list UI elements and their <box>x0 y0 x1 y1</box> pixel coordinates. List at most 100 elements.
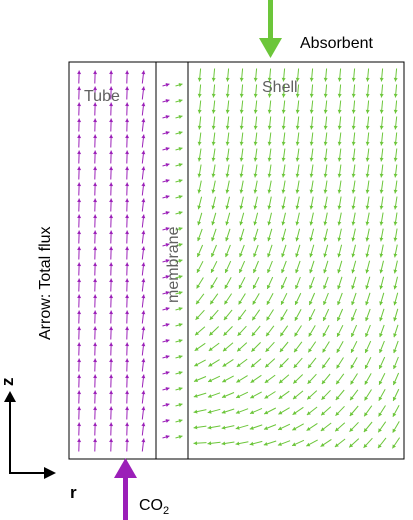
shell-flux-arrow <box>309 196 314 210</box>
shell-flux-arrow <box>252 293 260 305</box>
tube-flux-arrow <box>125 198 130 212</box>
shell-flux-arrow <box>337 132 342 146</box>
tube-flux-arrow <box>93 294 98 308</box>
shell-flux-arrow <box>197 164 202 178</box>
tube-flux-arrow <box>77 102 82 116</box>
co2-subscript: 2 <box>163 505 169 517</box>
shell-flux-arrow <box>393 292 399 306</box>
tube-flux-arrow <box>109 422 114 436</box>
shell-flux-arrow <box>364 389 372 401</box>
tube-flux-arrow <box>77 86 82 100</box>
tube-flux-arrow <box>125 278 130 292</box>
shell-flux-arrow <box>267 84 272 98</box>
shell-flux-arrow <box>224 260 232 274</box>
membrane-flux-arrow <box>175 259 183 263</box>
tube-flux-arrow <box>141 150 146 164</box>
shell-flux-arrow <box>337 84 342 98</box>
tube-flux-arrow <box>77 422 82 436</box>
shell-flux-arrow <box>207 375 221 383</box>
shell-flux-arrow <box>281 100 286 114</box>
shell-flux-arrow <box>393 148 398 162</box>
shell-flux-arrow <box>351 84 356 98</box>
shell-flux-arrow <box>207 392 221 398</box>
shell-flux-arrow <box>253 164 258 178</box>
shell-flux-arrow <box>393 100 398 114</box>
shell-flux-arrow <box>351 100 356 114</box>
membrane-flux-arrow <box>162 275 170 279</box>
shell-flux-arrow <box>393 244 398 258</box>
shell-flux-arrow <box>306 390 318 400</box>
shell-flux-arrow <box>379 308 385 322</box>
tube-flux-arrow <box>93 102 98 116</box>
shell-flux-arrow <box>295 196 300 210</box>
tube-flux-arrow <box>77 166 82 180</box>
shell-flux-arrow <box>292 390 304 400</box>
membrane-flux-arrow <box>175 243 183 247</box>
shell-flux-arrow <box>197 68 202 82</box>
shell-flux-arrow <box>239 132 244 146</box>
shell-flux-arrow <box>322 308 330 322</box>
shell-flux-arrow <box>336 341 344 353</box>
tube-flux-arrow <box>125 118 130 132</box>
tube-flux-arrow <box>93 230 98 244</box>
shell-flux-arrow <box>278 407 290 415</box>
shell-flux-arrow <box>365 148 370 162</box>
tube-flux-arrow <box>141 102 146 116</box>
shell-flux-arrow <box>281 260 287 274</box>
shell-flux-arrow <box>351 244 356 258</box>
membrane-flux-arrow <box>175 163 183 167</box>
shell-flux-arrow <box>251 325 261 337</box>
shell-flux-arrow <box>309 180 314 194</box>
shell-flux-arrow <box>237 309 247 321</box>
shell-flux-arrow <box>309 116 314 130</box>
shell-flux-arrow <box>251 309 261 321</box>
shell-flux-arrow <box>281 244 287 258</box>
shell-flux-arrow <box>393 260 398 274</box>
shell-flux-arrow <box>351 292 357 306</box>
shell-flux-arrow <box>336 324 344 338</box>
shell-flux-arrow <box>197 228 203 242</box>
shell-flux-arrow <box>197 132 202 146</box>
tube-flux-arrow <box>93 342 98 356</box>
shell-flux-arrow <box>323 100 328 114</box>
tube-flux-arrow <box>125 374 130 388</box>
tube-flux-arrow <box>109 246 114 260</box>
membrane-flux-arrow <box>175 83 183 87</box>
tube-flux-arrow <box>141 214 146 228</box>
shell-flux-arrow <box>239 148 244 162</box>
shell-flux-arrow <box>320 422 332 432</box>
shell-flux-arrow <box>208 359 220 367</box>
shell-flux-arrow <box>323 84 328 98</box>
shell-flux-arrow <box>295 244 301 258</box>
tube-flux-arrow <box>141 118 146 132</box>
shell-flux-arrow <box>253 228 259 242</box>
tube-flux-arrow <box>109 86 114 100</box>
shell-flux-arrow <box>321 357 331 369</box>
tube-flux-arrow <box>77 182 82 196</box>
shell-flux-arrow <box>350 373 358 385</box>
shell-flux-arrow <box>253 116 258 130</box>
co2-inlet-arrow <box>114 458 137 520</box>
shell-flux-arrow <box>221 392 235 398</box>
membrane-flux-arrow <box>175 115 183 119</box>
membrane-flux-arrow <box>162 131 170 135</box>
shell-flux-arrow <box>306 422 318 432</box>
tube-flux-arrow <box>141 198 146 212</box>
shell-flux-arrow <box>253 148 258 162</box>
shell-flux-arrow <box>337 260 343 274</box>
shell-flux-arrow <box>351 68 356 82</box>
shell-flux-arrow <box>295 100 300 114</box>
membrane-label: membrane <box>165 226 182 303</box>
shell-flux-arrow <box>365 324 371 338</box>
shell-flux-arrow <box>291 439 305 447</box>
membrane-flux-arrow <box>175 339 183 343</box>
shell-flux-arrow <box>264 374 276 384</box>
shell-flux-arrow <box>365 308 371 322</box>
shell-flux-arrow <box>225 212 231 226</box>
shell-flux-arrow <box>249 440 263 446</box>
shell-flux-arrow <box>223 293 233 305</box>
shell-flux-arrow <box>379 116 384 130</box>
shell-flux-arrow <box>323 180 328 194</box>
shell-flux-arrow <box>195 309 205 321</box>
shell-flux-arrow <box>351 260 357 274</box>
